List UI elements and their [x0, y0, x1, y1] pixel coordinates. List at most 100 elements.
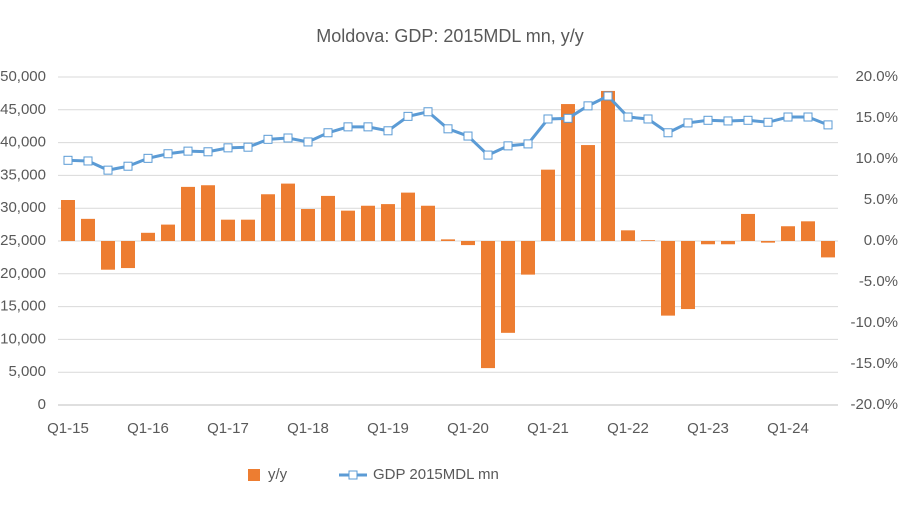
marker: [483, 150, 493, 160]
marker: [143, 153, 153, 163]
bar: [221, 219, 235, 241]
bar: [461, 241, 475, 246]
marker: [503, 141, 513, 151]
bar: [361, 205, 375, 241]
marker: [583, 101, 593, 111]
marker: [723, 116, 733, 126]
marker: [763, 117, 773, 127]
marker: [603, 91, 613, 101]
bar: [781, 226, 795, 241]
x-tick-label: Q1-21: [527, 420, 569, 437]
bar: [641, 240, 655, 241]
x-tick-label: Q1-19: [367, 420, 409, 437]
marker: [63, 155, 73, 165]
y-tick-label: 25,000: [0, 232, 46, 249]
marker: [103, 165, 113, 175]
marker: [523, 139, 533, 149]
bar: [761, 241, 775, 243]
marker: [363, 122, 373, 132]
legend-swatch: [248, 469, 260, 481]
marker: [123, 161, 133, 171]
chart-title: Moldova: GDP: 2015MDL mn, y/y: [316, 26, 583, 46]
bar: [101, 241, 115, 270]
marker: [743, 115, 753, 125]
marker: [203, 147, 213, 157]
marker: [283, 133, 293, 143]
bar: [321, 195, 335, 241]
x-tick-label: Q1-22: [607, 420, 649, 437]
marker: [563, 113, 573, 123]
marker: [343, 122, 353, 132]
marker: [543, 114, 553, 124]
bar: [61, 200, 75, 241]
y-tick-label: 35,000: [0, 166, 46, 183]
marker: [783, 112, 793, 122]
bar: [501, 241, 515, 333]
bar: [341, 210, 355, 241]
x-tick-label: Q1-20: [447, 420, 489, 437]
legend-swatch: [348, 470, 358, 480]
y2-tick-label: -20.0%: [850, 396, 898, 413]
bar: [181, 186, 195, 241]
marker: [223, 143, 233, 153]
y2-tick-label: 0.0%: [864, 232, 898, 249]
y2-tick-label: 10.0%: [855, 150, 898, 167]
y-tick-label: 50,000: [0, 68, 46, 85]
x-tick-label: Q1-17: [207, 420, 249, 437]
bar: [81, 218, 95, 241]
marker: [663, 128, 673, 138]
bar: [821, 241, 835, 258]
marker: [423, 107, 433, 117]
y-tick-label: 5,000: [8, 363, 46, 380]
marker: [443, 124, 453, 134]
y-tick-label: 40,000: [0, 134, 46, 151]
bar: [441, 239, 455, 241]
y2-tick-label: 5.0%: [864, 191, 898, 208]
marker: [643, 114, 653, 124]
y2-tick-label: -10.0%: [850, 314, 898, 331]
marker: [403, 111, 413, 121]
bar: [621, 230, 635, 241]
y2-tick-label: -15.0%: [850, 355, 898, 372]
bar: [421, 205, 435, 241]
bar: [661, 241, 675, 316]
y-tick-label: 45,000: [0, 101, 46, 118]
x-tick-label: Q1-18: [287, 420, 329, 437]
bar: [741, 213, 755, 241]
marker: [163, 149, 173, 159]
bar: [521, 241, 535, 275]
bar: [801, 221, 815, 241]
y2-tick-label: 15.0%: [855, 109, 898, 126]
marker: [243, 142, 253, 152]
y-tick-label: 0: [38, 396, 46, 413]
marker: [683, 118, 693, 128]
bar: [161, 224, 175, 241]
marker: [183, 146, 193, 156]
bar: [481, 241, 495, 369]
bar: [281, 183, 295, 241]
bar: [581, 145, 595, 241]
marker: [823, 120, 833, 130]
bar: [681, 241, 695, 310]
marker: [303, 137, 313, 147]
marker: [463, 131, 473, 141]
bar: [301, 209, 315, 241]
bar: [401, 192, 415, 241]
legend-label: GDP 2015MDL mn: [373, 466, 499, 483]
marker: [803, 112, 813, 122]
y-tick-label: 20,000: [0, 265, 46, 282]
x-tick-label: Q1-23: [687, 420, 729, 437]
bar: [701, 241, 715, 245]
bar: [601, 90, 615, 241]
marker: [623, 112, 633, 122]
bar: [201, 185, 215, 241]
bar: [141, 232, 155, 241]
y2-tick-label: 20.0%: [855, 68, 898, 85]
legend-label: y/y: [268, 466, 288, 483]
bar: [241, 219, 255, 241]
marker: [323, 128, 333, 138]
x-tick-label: Q1-15: [47, 420, 89, 437]
marker: [383, 126, 393, 136]
bar: [561, 104, 575, 241]
